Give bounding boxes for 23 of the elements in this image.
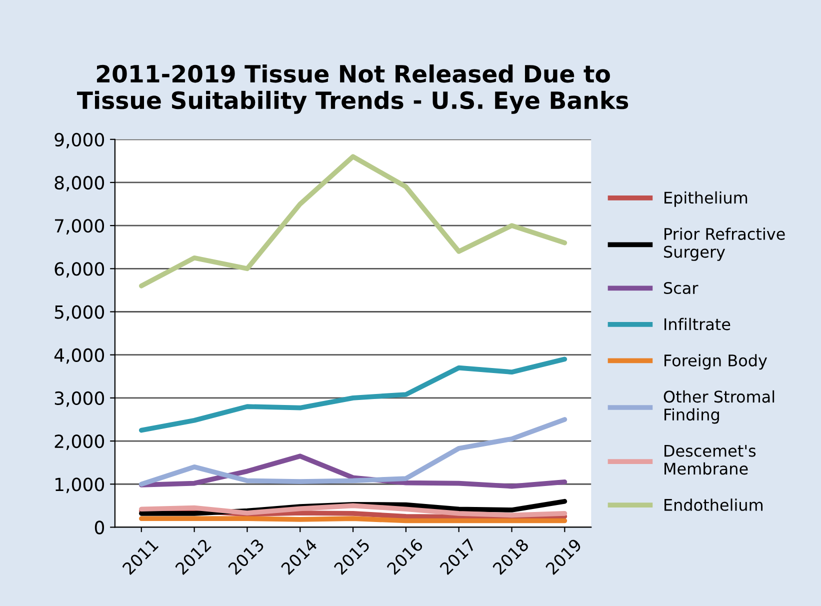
y-tick-label: 6,000 [54, 262, 104, 278]
y-tick-label: 4,000 [54, 348, 104, 364]
chart-title: 2011-2019 Tissue Not Released Due to Tissue Suitability Trends - U.S. Eye Banks [76, 64, 628, 114]
legend-label: Scar [664, 282, 698, 294]
y-tick-label: 0 [94, 520, 104, 534]
y-tick-label: 8,000 [54, 176, 104, 192]
y-tick-label: 7,000 [55, 219, 104, 235]
line-series [138, 154, 568, 288]
y-tick-label: 3,000 [54, 391, 104, 407]
legend-label: Prior Refractive Surgery [664, 228, 785, 261]
legend-label: Epithelium [664, 191, 748, 207]
y-tick-label: 9,000 [54, 132, 104, 148]
legend-label: Foreign Body [664, 354, 767, 370]
legend-label: Descemet's Membrane [664, 444, 756, 475]
legend-label: Other Stromal Finding [664, 390, 774, 424]
legend-label: Endothelium [664, 498, 763, 511]
y-tick-label: 5,000 [54, 305, 104, 321]
legend-label: Infiltrate [664, 318, 730, 330]
line-series [138, 356, 568, 433]
y-tick-label: 1,000 [56, 478, 104, 494]
line-series [138, 503, 568, 518]
y-tick-label: 2,000 [54, 434, 104, 450]
line-series [138, 417, 568, 487]
